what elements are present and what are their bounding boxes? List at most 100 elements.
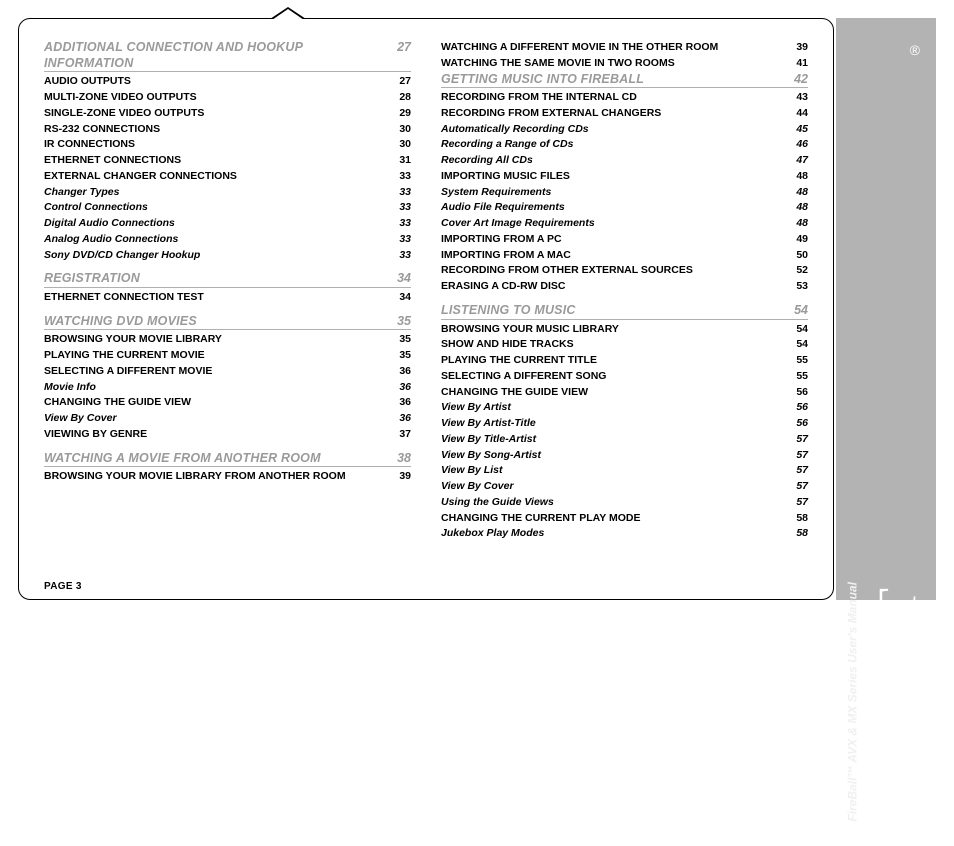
- toc-entry-label: SELECTING A DIFFERENT SONG: [441, 369, 780, 385]
- toc-entry-page: 35: [383, 348, 411, 364]
- toc-entry: BROWSING YOUR MOVIE LIBRARY35: [44, 332, 411, 348]
- toc-entry-page: 46: [780, 137, 808, 153]
- toc-entry-label: IMPORTING FROM A PC: [441, 232, 780, 248]
- toc-entry: BROWSING YOUR MUSIC LIBRARY54: [441, 322, 808, 338]
- toc-entry: SELECTING A DIFFERENT MOVIE36: [44, 364, 411, 380]
- toc-entry-page: 58: [780, 526, 808, 542]
- toc-entry-page: 44: [780, 106, 808, 122]
- toc-entry-page: 39: [780, 40, 808, 56]
- toc-entry: System Requirements48: [441, 185, 808, 201]
- toc-entry: CHANGING THE GUIDE VIEW56: [441, 385, 808, 401]
- toc-entry-page: 33: [383, 169, 411, 185]
- toc-entry: MULTI-ZONE VIDEO OUTPUTS28: [44, 90, 411, 106]
- toc-entry: RECORDING FROM EXTERNAL CHANGERS44: [441, 106, 808, 122]
- toc-entry: View By Artist56: [441, 400, 808, 416]
- toc-entry: View By Title-Artist57: [441, 432, 808, 448]
- toc-entry-label: View By Cover: [44, 411, 383, 427]
- toc-entry: CHANGING THE GUIDE VIEW36: [44, 395, 411, 411]
- toc-entry: Control Connections33: [44, 200, 411, 216]
- toc-entry-label: IMPORTING MUSIC FILES: [441, 169, 780, 185]
- section-page: 38: [391, 451, 411, 465]
- toc-entry: IMPORTING FROM A PC49: [441, 232, 808, 248]
- toc-entry-page: 56: [780, 416, 808, 432]
- toc-entry-page: 57: [780, 448, 808, 464]
- toc-entry: RS-232 CONNECTIONS30: [44, 122, 411, 138]
- toc-entry: ERASING A CD-RW DISC53: [441, 279, 808, 295]
- toc-entry: Recording a Range of CDs46: [441, 137, 808, 153]
- toc-entry: Analog Audio Connections33: [44, 232, 411, 248]
- section-title: ADDITIONAL CONNECTION AND HOOKUP INFORMA…: [44, 40, 391, 71]
- toc-entry-label: VIEWING BY GENRE: [44, 427, 383, 443]
- toc-entry-page: 58: [780, 511, 808, 527]
- toc-section-heading: WATCHING DVD MOVIES35: [44, 314, 411, 331]
- toc-entry-label: Recording All CDs: [441, 153, 780, 169]
- toc-section-heading: ADDITIONAL CONNECTION AND HOOKUP INFORMA…: [44, 40, 411, 72]
- toc-entry-page: 33: [383, 216, 411, 232]
- toc-entry: ETHERNET CONNECTIONS31: [44, 153, 411, 169]
- toc-entry-label: IMPORTING FROM A MAC: [441, 248, 780, 264]
- section-page: 42: [788, 72, 808, 86]
- toc-entry: Using the Guide Views57: [441, 495, 808, 511]
- toc-entry-page: 55: [780, 369, 808, 385]
- toc-entry-label: Audio File Requirements: [441, 200, 780, 216]
- toc-entry-label: IR CONNECTIONS: [44, 137, 383, 153]
- toc-entry-page: 48: [780, 200, 808, 216]
- toc-entry: AUDIO OUTPUTS27: [44, 74, 411, 90]
- toc-entry-label: Using the Guide Views: [441, 495, 780, 511]
- toc-entry: Jukebox Play Modes58: [441, 526, 808, 542]
- toc-entry-label: Movie Info: [44, 380, 383, 396]
- toc-entry-label: BROWSING YOUR MUSIC LIBRARY: [441, 322, 780, 338]
- columns: ADDITIONAL CONNECTION AND HOOKUP INFORMA…: [44, 40, 808, 570]
- toc-entry: View By Artist-Title56: [441, 416, 808, 432]
- toc-entry: IMPORTING FROM A MAC50: [441, 248, 808, 264]
- toc-entry-page: 37: [383, 427, 411, 443]
- tab-notch-icon: [270, 7, 306, 19]
- toc-entry-page: 54: [780, 337, 808, 353]
- toc-entry-page: 49: [780, 232, 808, 248]
- toc-entry-page: 57: [780, 479, 808, 495]
- toc-entry: SHOW AND HIDE TRACKS54: [441, 337, 808, 353]
- section-page: 54: [788, 303, 808, 317]
- toc-entry: PLAYING THE CURRENT MOVIE35: [44, 348, 411, 364]
- section-title: REGISTRATION: [44, 271, 391, 287]
- toc-entry-label: PLAYING THE CURRENT MOVIE: [44, 348, 383, 364]
- toc-entry-label: RECORDING FROM EXTERNAL CHANGERS: [441, 106, 780, 122]
- section-title: WATCHING DVD MOVIES: [44, 314, 391, 330]
- toc-entry: Digital Audio Connections33: [44, 216, 411, 232]
- toc-entry-label: CHANGING THE CURRENT PLAY MODE: [441, 511, 780, 527]
- toc-entry-page: 47: [780, 153, 808, 169]
- toc-entry: SINGLE-ZONE VIDEO OUTPUTS29: [44, 106, 411, 122]
- toc-entry-page: 35: [383, 332, 411, 348]
- toc-entry-label: PLAYING THE CURRENT TITLE: [441, 353, 780, 369]
- toc-entry: Automatically Recording CDs45: [441, 122, 808, 138]
- toc-entry-label: CHANGING THE GUIDE VIEW: [441, 385, 780, 401]
- toc-entry-label: Automatically Recording CDs: [441, 122, 780, 138]
- toc-entry-label: RS-232 CONNECTIONS: [44, 122, 383, 138]
- section-page: 35: [391, 314, 411, 328]
- toc-entry-page: 56: [780, 400, 808, 416]
- toc-entry-label: View By Cover: [441, 479, 780, 495]
- toc-entry-page: 36: [383, 364, 411, 380]
- toc-entry-page: 57: [780, 463, 808, 479]
- toc-entry-page: 43: [780, 90, 808, 106]
- toc-entry: Recording All CDs47: [441, 153, 808, 169]
- toc-entry: EXTERNAL CHANGER CONNECTIONS33: [44, 169, 411, 185]
- toc-entry: BROWSING YOUR MOVIE LIBRARY FROM ANOTHER…: [44, 469, 411, 485]
- sidebar: ® ESCIENT FireBall™ AVX & MX Series User…: [836, 18, 936, 600]
- toc-entry-label: SELECTING A DIFFERENT MOVIE: [44, 364, 383, 380]
- toc-entry-page: 45: [780, 122, 808, 138]
- toc-entry: Audio File Requirements48: [441, 200, 808, 216]
- toc-entry-label: BROWSING YOUR MOVIE LIBRARY FROM ANOTHER…: [44, 469, 383, 485]
- toc-entry-label: SHOW AND HIDE TRACKS: [441, 337, 780, 353]
- toc-entry-page: 36: [383, 395, 411, 411]
- toc-entry-page: 52: [780, 263, 808, 279]
- toc-entry: Changer Types33: [44, 185, 411, 201]
- toc-entry-page: 33: [383, 185, 411, 201]
- toc-entry-label: BROWSING YOUR MOVIE LIBRARY: [44, 332, 383, 348]
- toc-entry: WATCHING A DIFFERENT MOVIE IN THE OTHER …: [441, 40, 808, 56]
- toc-entry: View By Cover36: [44, 411, 411, 427]
- toc-section-heading: GETTING MUSIC INTO FIREBALL42: [441, 72, 808, 89]
- toc-entry: VIEWING BY GENRE37: [44, 427, 411, 443]
- toc-entry: CHANGING THE CURRENT PLAY MODE58: [441, 511, 808, 527]
- toc-entry-page: 54: [780, 322, 808, 338]
